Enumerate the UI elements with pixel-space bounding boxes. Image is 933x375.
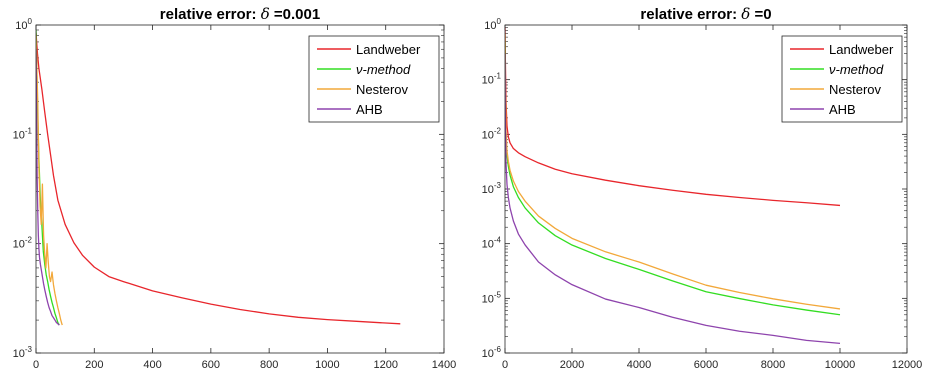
axes-box [504, 24, 908, 354]
y-tick-exp: -1 [494, 72, 502, 81]
x-tick-label: 1000 [315, 359, 339, 371]
x-tick-label: 6000 [694, 359, 718, 371]
y-tick-base: 10 [482, 184, 494, 196]
title-value: =0 [750, 6, 771, 23]
y-tick-label: 10-2 [13, 236, 33, 251]
y-tick-base: 10 [482, 75, 494, 87]
y-tick-label: 10-6 [482, 345, 502, 360]
y-tick-base: 10 [482, 239, 494, 251]
x-tick-label: 0 [33, 359, 39, 371]
y-tick-label: 10-3 [482, 181, 502, 196]
y-tick-base: 10 [15, 20, 27, 32]
y-tick-exp: 0 [28, 17, 33, 26]
legend-label: ν-method [829, 62, 884, 77]
axes-box [35, 24, 445, 354]
title-symbol: δ [741, 5, 750, 23]
legend-label: Landweber [356, 42, 421, 57]
x-tick-label: 0 [502, 359, 508, 371]
y-tick-label: 100 [15, 17, 32, 32]
legend-label: AHB [356, 102, 383, 117]
x-tick-label: 8000 [761, 359, 785, 371]
x-tick-label: 12000 [892, 359, 923, 371]
y-tick-label: 100 [484, 17, 501, 32]
y-tick-exp: -6 [494, 345, 502, 354]
legend-label: AHB [829, 102, 856, 117]
y-tick-exp: -2 [494, 126, 502, 135]
y-tick-exp: -1 [25, 126, 33, 135]
title-symbol: δ [261, 5, 270, 23]
legend: Landweber ν-method Nesterov AHB [308, 35, 440, 123]
series-line-landweber [36, 32, 401, 325]
x-tick-label: 800 [260, 359, 278, 371]
chart-2: relative error: δ =010-610-510-410-310-2… [482, 5, 923, 371]
y-tick-label: 10-1 [482, 72, 502, 87]
title-text: relative error: [160, 6, 261, 23]
y-tick-exp: -2 [25, 236, 33, 245]
y-tick-base: 10 [484, 20, 496, 32]
legend-label: ν-method [356, 62, 411, 77]
y-tick-label: 10-5 [482, 290, 502, 305]
series-line-method [505, 41, 841, 316]
series-line-nesterov [36, 35, 63, 326]
series-line-ahb [505, 53, 841, 345]
y-tick-exp: -3 [494, 181, 502, 190]
chart-title: relative error: δ =0 [640, 5, 771, 23]
legend-label: Nesterov [829, 82, 882, 97]
x-tick-label: 2000 [560, 359, 584, 371]
y-tick-base: 10 [482, 348, 494, 360]
legend-label: Nesterov [356, 82, 409, 97]
y-tick-base: 10 [482, 293, 494, 305]
x-tick-label: 200 [85, 359, 103, 371]
title-text: relative error: [640, 6, 741, 23]
title-value: =0.001 [270, 6, 320, 23]
series-line-landweber [505, 27, 841, 207]
y-tick-base: 10 [13, 129, 25, 141]
legend-box [781, 35, 903, 123]
chart-1: relative error: δ =0.00110-310-210-11000… [13, 5, 457, 371]
y-tick-exp: -5 [494, 290, 502, 299]
y-tick-label: 10-2 [482, 126, 502, 141]
x-tick-label: 10000 [825, 359, 856, 371]
x-tick-label: 400 [143, 359, 161, 371]
y-tick-label: 10-4 [482, 236, 502, 251]
x-tick-label: 1200 [373, 359, 397, 371]
y-tick-base: 10 [13, 239, 25, 251]
x-tick-label: 4000 [627, 359, 651, 371]
x-tick-label: 600 [202, 359, 220, 371]
series-line-nesterov [505, 33, 841, 310]
chart-title: relative error: δ =0.001 [160, 5, 320, 23]
y-tick-base: 10 [482, 129, 494, 141]
legend-label: Landweber [829, 42, 894, 57]
y-tick-exp: -4 [494, 236, 502, 245]
x-tick-label: 1400 [432, 359, 456, 371]
legend-box [308, 35, 440, 123]
y-tick-label: 10-3 [13, 345, 33, 360]
y-tick-exp: -3 [25, 345, 33, 354]
y-tick-label: 10-1 [13, 126, 33, 141]
y-tick-exp: 0 [497, 17, 502, 26]
y-tick-base: 10 [13, 348, 25, 360]
legend: Landweber ν-method Nesterov AHB [781, 35, 903, 123]
series-line-ahb [36, 49, 60, 326]
